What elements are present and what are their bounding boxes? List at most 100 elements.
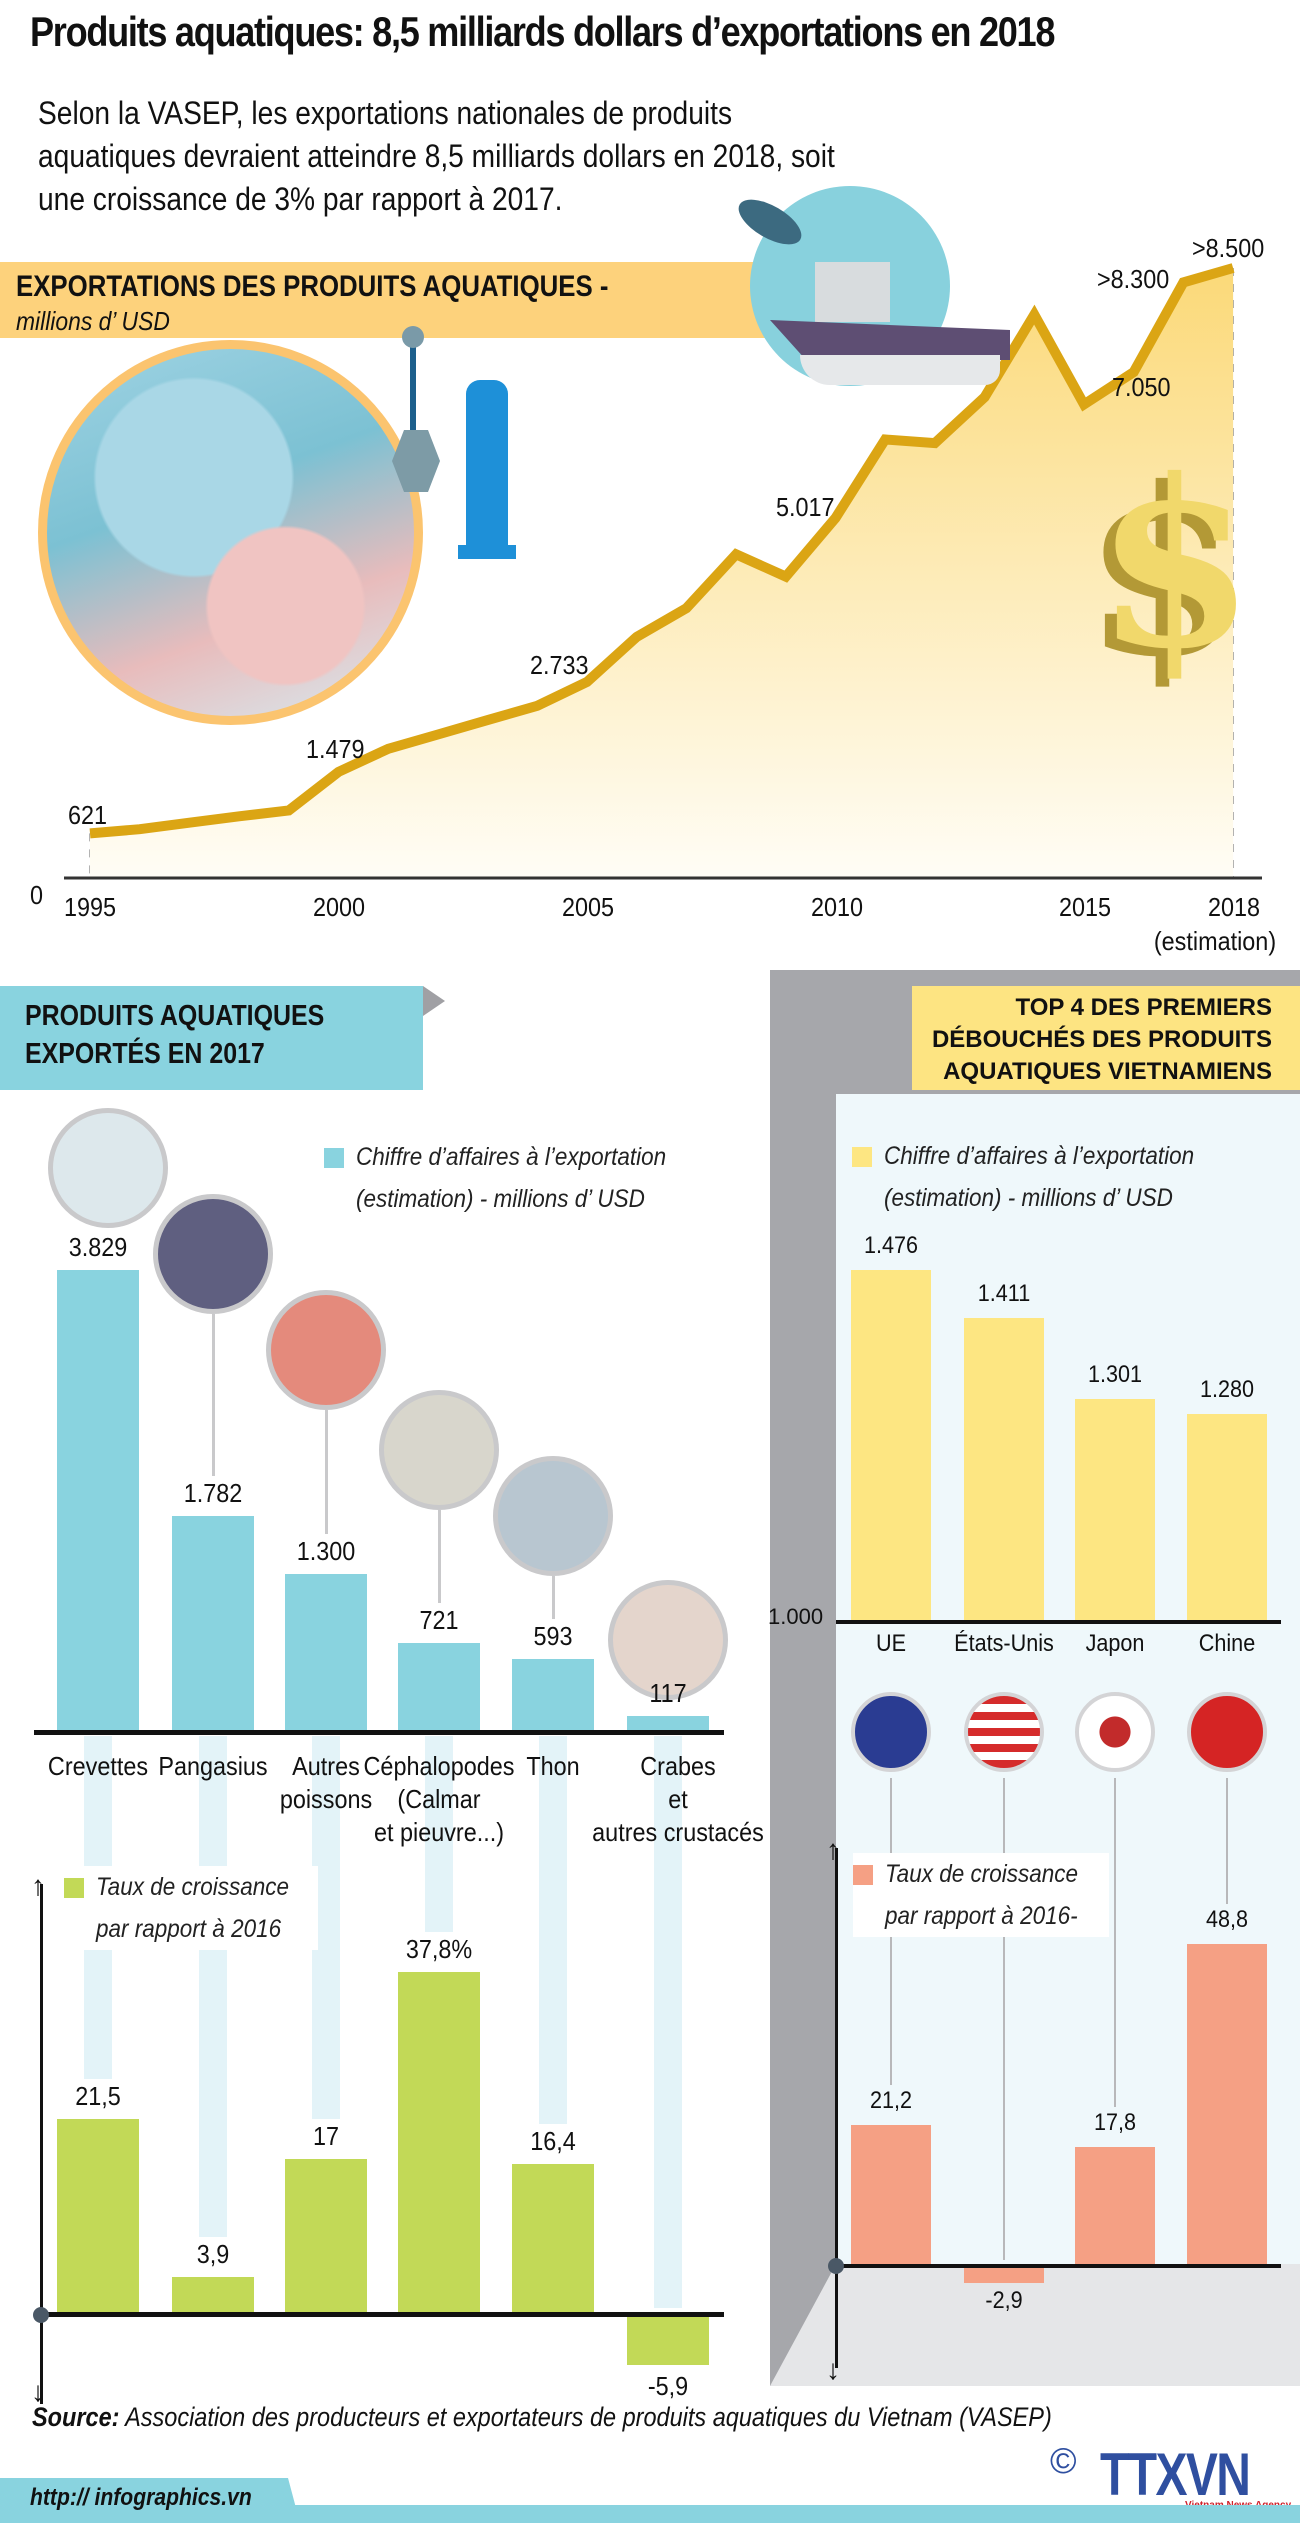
legend-growth: Taux de croissance par rapport à 2016	[64, 1866, 319, 1950]
x-tick-label: 1995	[63, 892, 117, 922]
legend-text: (estimation) - millions d’ USD	[356, 1185, 645, 1213]
growth-label: 16,4	[530, 2126, 576, 2157]
growth-label: -5,9	[647, 2371, 689, 2402]
value-label: 1.782	[183, 1477, 243, 1508]
legend-swatch	[853, 1865, 873, 1885]
crane-icon	[392, 430, 440, 492]
category-label-line: Crevettes	[47, 1751, 149, 1781]
crab-photo	[608, 1580, 728, 1700]
growth-label: -2,9	[985, 2287, 1023, 2315]
connector-arrow	[539, 1736, 567, 2125]
banner-line: AQUATIQUES VIETNAMIENS	[943, 1058, 1272, 1085]
growth-label: 3,9	[196, 2238, 230, 2269]
value-bar	[1075, 1398, 1155, 1620]
connector-arrow	[654, 1736, 682, 2308]
export-chart-title: EXPORTATIONS DES PRODUITS AQUATIQUES -	[16, 270, 609, 303]
category-label-line: autres crustacés	[592, 1817, 764, 1847]
source-note: Source: Association des producteurs et e…	[32, 2402, 1052, 2433]
legend-text: par rapport à 2016-	[885, 1902, 1078, 1930]
banner-line: EXPORTÉS EN 2017	[25, 1038, 265, 1070]
y-axis-min-label: 1.000	[768, 1604, 824, 1629]
category-label: Thon	[526, 1750, 579, 1783]
growth-label: 21,2	[869, 2086, 913, 2114]
connector-arrow	[425, 1736, 453, 1932]
connector-arrow	[1226, 1778, 1228, 1904]
axis-origin-dot	[33, 2307, 49, 2323]
crane-icon	[458, 545, 516, 559]
legend-swatch	[64, 1878, 84, 1898]
x-axis	[836, 1620, 1281, 1624]
growth-bar	[512, 2164, 594, 2312]
japan-flag-icon	[1075, 1692, 1155, 1772]
growth-bar	[285, 2159, 367, 2312]
point-label: 621	[68, 800, 108, 830]
legend-text: Chiffre d’affaires à l’exportation	[884, 1142, 1195, 1170]
intro-line: une croissance de 3% par rapport à 2017.	[38, 181, 563, 217]
value-bar	[285, 1573, 367, 1730]
crane-icon	[410, 340, 416, 480]
category-label: Crevettes	[48, 1750, 148, 1783]
intro-text: Selon la VASEP, les exportations nationa…	[38, 92, 918, 221]
export-line-chart	[64, 263, 1262, 880]
export-line	[89, 263, 1235, 839]
value-bar	[512, 1658, 594, 1730]
point-label: >8.500	[1192, 233, 1265, 263]
axis-origin-dot	[828, 2258, 844, 2274]
x-axis	[34, 1730, 724, 1735]
copyright-icon: ©	[1050, 2440, 1077, 2481]
connector-arrow	[1114, 1778, 1116, 2108]
growth-bar	[627, 2312, 709, 2366]
crane-icon	[466, 380, 508, 550]
factory-photo	[38, 340, 423, 725]
footer-tab	[0, 2478, 300, 2523]
connector-arrow	[199, 1736, 227, 2237]
boat-icon	[815, 262, 890, 322]
china-flag-icon	[1187, 1692, 1267, 1772]
footer-bar	[0, 2505, 1300, 2523]
fish-photo	[266, 1290, 386, 1410]
pangasius-photo	[153, 1194, 273, 1314]
growth-bar	[964, 2264, 1044, 2284]
growth-bar	[1187, 1944, 1267, 2264]
growth-bar	[851, 2124, 931, 2264]
intro-line: Selon la VASEP, les exportations nationa…	[38, 95, 733, 131]
legend-swatch	[852, 1147, 872, 1167]
point-label: 2.733	[530, 650, 589, 680]
ttxvn-logo: TTXVN	[1100, 2441, 1251, 2508]
photo-stem	[438, 1510, 441, 1604]
market-label: Japon	[1085, 1630, 1145, 1657]
shrimp-photo	[48, 1108, 168, 1228]
category-label-line: Céphalopodes	[363, 1751, 515, 1781]
category-label-line: Pangasius	[158, 1751, 268, 1781]
legend-growth: Taux de croissance par rapport à 2016-	[853, 1853, 1110, 1937]
category-label-line: Autres	[292, 1751, 360, 1781]
zero-axis	[836, 2264, 1281, 2268]
market-label: Chine	[1198, 1630, 1256, 1657]
value-label: 1.476	[863, 1232, 919, 1259]
photo-stem	[552, 1576, 555, 1619]
category-label-line: Crabes	[640, 1751, 716, 1781]
value-bar	[964, 1317, 1044, 1620]
products-2017-banner: PRODUITS AQUATIQUES EXPORTÉS EN 2017	[0, 986, 423, 1090]
legend-text: Taux de croissance	[96, 1873, 290, 1901]
connector-arrow	[1003, 1778, 1005, 2260]
x-tick-label: 2000	[312, 892, 366, 922]
octopus-photo	[379, 1390, 499, 1510]
growth-bar	[398, 1972, 480, 2312]
intro-line: aquatiques devraient atteindre 8,5 milli…	[38, 138, 835, 174]
banner-line: PRODUITS AQUATIQUES	[25, 1000, 325, 1032]
value-bar	[851, 1270, 931, 1620]
value-label: 593	[533, 1620, 573, 1651]
markets-panel-floor	[770, 2264, 1300, 2386]
point-label: 1.479	[306, 734, 365, 764]
estimation-note: (estimation)	[1153, 926, 1277, 956]
legend-value: Chiffre d’affaires à l’exportation (esti…	[324, 1136, 701, 1220]
point-label: >8.300	[1097, 264, 1170, 294]
category-label: Céphalopodes (Calmar et pieuvre...)	[364, 1750, 515, 1849]
footer-url-link[interactable]: http:// infographics.vn	[30, 2484, 252, 2511]
growth-label: 37,8%	[405, 1934, 473, 1964]
x-tick-label: 2015	[1058, 892, 1112, 922]
category-label-line: et pieuvre...)	[373, 1817, 505, 1847]
growth-bar	[57, 2118, 139, 2312]
y-zero-label: 0	[30, 880, 44, 910]
